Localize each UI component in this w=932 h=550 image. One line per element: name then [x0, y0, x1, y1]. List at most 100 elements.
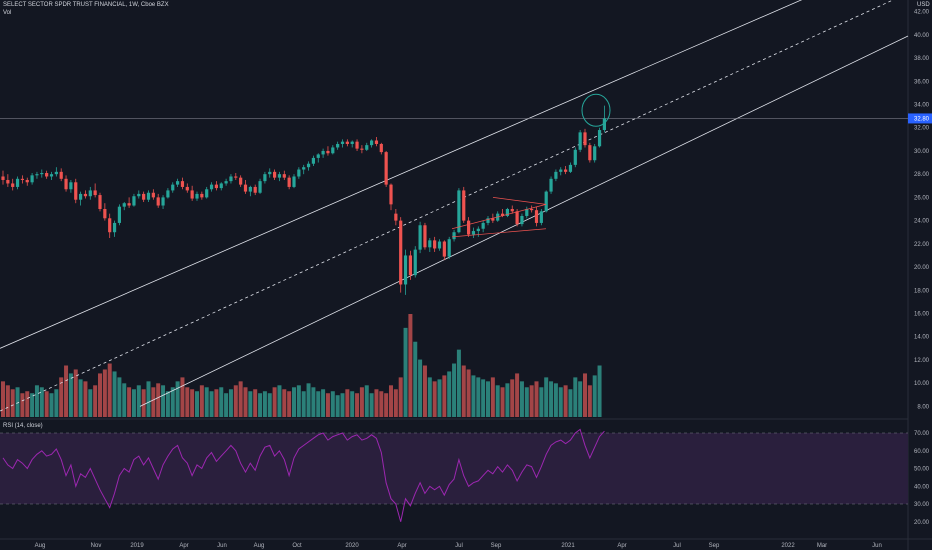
- candle-body: [336, 143, 340, 148]
- volume-bar: [442, 375, 447, 417]
- time-tick-label: Aug: [35, 543, 46, 549]
- current-price-label: 32.80: [914, 116, 930, 122]
- time-tick-label: Sep: [491, 543, 502, 549]
- volume-bar: [456, 349, 461, 417]
- volume-bar: [10, 389, 15, 417]
- volume-bar: [233, 385, 238, 417]
- candle-body: [379, 143, 383, 153]
- volume-bar: [549, 381, 554, 417]
- price-tick-label: 42.00: [914, 10, 930, 16]
- volume-bar: [476, 377, 481, 417]
- candle-body: [520, 215, 524, 225]
- candle-body: [345, 141, 349, 144]
- rsi-label: RSI (14, close): [3, 423, 43, 429]
- volume-bar: [398, 377, 403, 417]
- volume-bar: [253, 389, 258, 417]
- candle-body: [142, 193, 146, 200]
- candle-body: [156, 197, 160, 206]
- candle-body: [40, 173, 44, 175]
- time-tick-label: Jul: [455, 543, 463, 549]
- volume-bar: [486, 381, 490, 417]
- volume-bar: [78, 379, 83, 417]
- volume-bar: [490, 377, 495, 417]
- candle-body: [442, 241, 446, 257]
- candle-body: [137, 193, 141, 197]
- volume-bar: [49, 393, 54, 417]
- price-tick-label: 28.00: [914, 172, 930, 178]
- candle-body: [64, 178, 68, 190]
- channel-median-line: [0, 0, 894, 412]
- candle-body: [161, 197, 165, 206]
- volume-bar: [301, 391, 306, 417]
- volume-bar: [403, 327, 408, 417]
- rsi-tick-label: 20.00: [914, 520, 930, 526]
- price-tick-label: 10.00: [914, 381, 930, 387]
- volume-bar: [248, 391, 253, 417]
- candle-body: [132, 196, 136, 206]
- candle-body: [297, 169, 301, 177]
- price-axis-bg: [908, 0, 932, 550]
- candle-body: [602, 118, 606, 131]
- candle-body: [287, 177, 291, 187]
- volume-bar: [93, 385, 98, 417]
- candle-body: [583, 132, 587, 146]
- volume-bar: [471, 375, 476, 417]
- volume-bar: [224, 393, 229, 417]
- candle-body: [219, 183, 223, 189]
- price-tick-label: 20.00: [914, 265, 930, 271]
- price-tick-label: 32.00: [914, 126, 930, 132]
- time-tick-label: Oct: [292, 543, 302, 549]
- candle-body: [268, 171, 272, 175]
- volume-bar: [127, 387, 132, 417]
- volume-bar: [578, 381, 583, 417]
- time-tick-label: Jul: [673, 543, 681, 549]
- candle-body: [515, 211, 519, 225]
- candle-body: [452, 232, 456, 240]
- volume-bar: [146, 381, 151, 417]
- price-tick-label: 18.00: [914, 288, 930, 294]
- candle-body: [302, 167, 306, 170]
- candle-body: [326, 150, 330, 154]
- volume-bar: [272, 387, 277, 417]
- price-tick-label: 16.00: [914, 312, 930, 318]
- volume-bar: [39, 387, 44, 417]
- candle-body: [185, 186, 189, 191]
- volume-bar: [195, 391, 199, 417]
- volume-bar: [379, 391, 384, 417]
- volume-bar: [292, 387, 296, 417]
- volume-bar: [427, 377, 432, 417]
- volume-bar: [64, 365, 69, 417]
- candle-body: [384, 152, 388, 185]
- volume-bar: [515, 373, 520, 417]
- time-tick-label: 2020: [345, 543, 359, 549]
- volume-bar: [519, 381, 524, 417]
- candle-body: [273, 171, 277, 178]
- volume-bar: [345, 389, 350, 417]
- volume-bar: [1, 381, 5, 417]
- time-tick-label: Apr: [617, 543, 626, 549]
- volume-bar: [262, 391, 267, 417]
- volume-bar: [83, 381, 88, 417]
- volume-bar: [25, 391, 30, 417]
- volume-bar: [59, 377, 64, 417]
- volume-bar: [325, 393, 330, 417]
- volume-bar: [199, 385, 204, 417]
- candle-body: [127, 203, 131, 206]
- candle-body: [93, 190, 97, 196]
- time-tick-label: 2019: [130, 543, 144, 549]
- candle-body: [195, 193, 199, 199]
- volume-bar: [204, 387, 209, 417]
- volume-bar: [88, 389, 93, 417]
- candle-body: [176, 181, 180, 185]
- candle-body: [35, 174, 39, 176]
- volume-bar: [117, 377, 122, 417]
- volume-bar: [335, 395, 340, 417]
- candle-body: [340, 141, 345, 144]
- volume-bar: [243, 387, 248, 417]
- candle-body: [564, 169, 568, 172]
- time-tick-label: Jun: [217, 543, 227, 549]
- candle-body: [578, 132, 582, 150]
- price-tick-label: 40.00: [914, 33, 930, 39]
- candle-body: [544, 191, 548, 212]
